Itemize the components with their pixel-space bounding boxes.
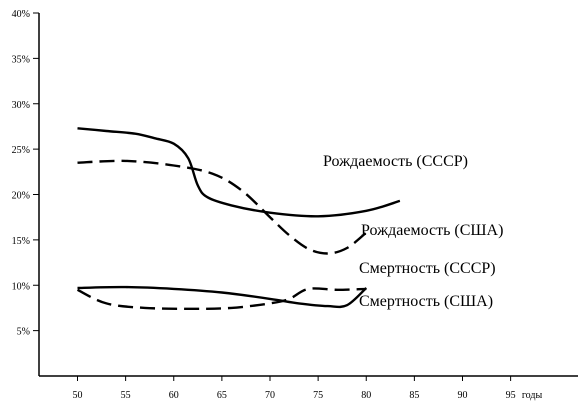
series-label-birth-ussr: Рождаемость (СССР) [323, 153, 468, 170]
x-tick-label: 60 [169, 390, 179, 401]
series-line-death-ussr [77, 285, 368, 309]
series-line-death-usa [76, 287, 367, 310]
series-label-birth-usa: Рождаемость (США) [361, 222, 503, 239]
y-tick-label: 35% [12, 54, 30, 65]
x-tick-label: 75 [313, 390, 323, 401]
y-tick-label: 10% [12, 281, 30, 292]
series-lines [76, 127, 401, 310]
x-unit-label: годы [522, 390, 543, 401]
y-tick-label: 20% [12, 191, 30, 202]
x-tick-label: 70 [265, 390, 275, 401]
x-ticks: 50 55 60 65 70 75 80 85 90 95 [73, 376, 516, 401]
x-tick-label: 80 [361, 390, 371, 401]
y-tick-label: 5% [17, 327, 30, 338]
y-tick-label: 30% [12, 100, 30, 111]
x-tick-label: 65 [217, 390, 227, 401]
series-label-death-usa: Смертность (США) [359, 293, 493, 310]
x-tick-label: 50 [73, 390, 83, 401]
series-line-birth-ussr [77, 127, 401, 218]
series-label-death-ussr: Смертность (СССР) [359, 260, 496, 277]
series-line-birth-usa [77, 159, 368, 255]
x-tick-label: 55 [121, 390, 131, 401]
y-tick-label: 40% [12, 9, 30, 20]
y-tick-label: 15% [12, 236, 30, 247]
x-tick-label: 90 [458, 390, 468, 401]
y-tick-label: 25% [12, 145, 30, 156]
y-ticks: 5% 10% 15% 20% 25% 30% 35% 40% [12, 9, 39, 338]
x-tick-label: 95 [506, 390, 516, 401]
x-tick-label: 85 [409, 390, 419, 401]
